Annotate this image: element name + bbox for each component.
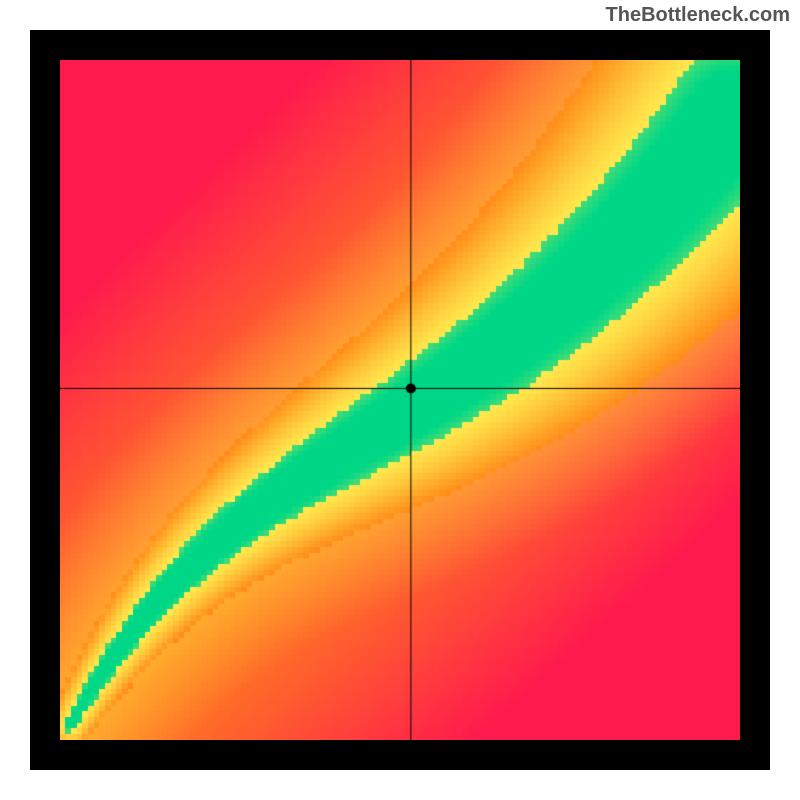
chart-frame	[30, 30, 770, 770]
chart-container: TheBottleneck.com	[0, 0, 800, 800]
watermark-text: TheBottleneck.com	[606, 4, 790, 27]
plot-area	[60, 60, 740, 740]
heatmap-canvas	[60, 60, 740, 740]
